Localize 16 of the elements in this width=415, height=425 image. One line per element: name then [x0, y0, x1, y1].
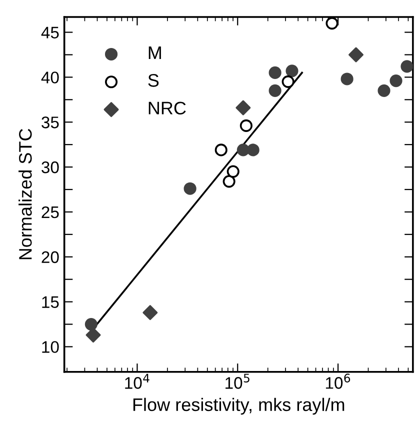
legend-label: NRC — [148, 102, 186, 114]
x-tick-label: 10$^{5}$ — [226, 374, 250, 389]
x-tick-label: 10$^{6}$ — [326, 374, 350, 389]
y-tick-label: 40 — [41, 72, 59, 84]
y-tick-label: 15 — [42, 296, 59, 308]
y-axis-title: Normalized STC — [18, 128, 32, 260]
legend-label: S — [148, 74, 159, 87]
y-tick-label: 35 — [42, 116, 59, 128]
y-tick-label: 30 — [42, 161, 59, 174]
y-tick-label: 20 — [42, 251, 59, 264]
y-tick-label: 10 — [42, 341, 59, 353]
x-axis-title: Flow resistivity, mks rayl/m — [133, 398, 344, 415]
x-tick-label: 10$^{4}$ — [125, 374, 150, 389]
y-tick-label: 25 — [42, 206, 59, 218]
y-tick-label: 45 — [41, 26, 59, 38]
legend-label: M — [148, 46, 161, 59]
